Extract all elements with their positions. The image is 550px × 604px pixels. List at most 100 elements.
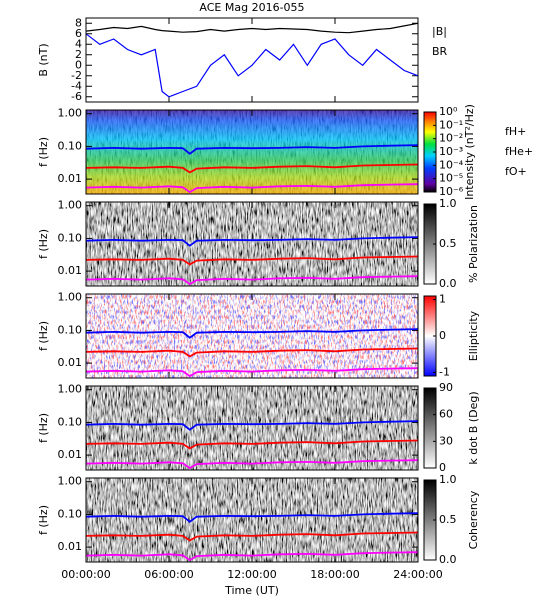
y-axis-label: B (nT): [37, 43, 50, 76]
series-line: [86, 33, 418, 98]
series-line: [86, 551, 418, 562]
y-axis-label: f (Hz): [37, 137, 50, 167]
colorbar-tick-label: 1.0: [439, 197, 457, 210]
colorbar-tick-label: 0.0: [439, 553, 457, 566]
colorbar-label: Intensity (nT²/Hz): [463, 104, 476, 200]
y-tick-label: 1.00: [58, 291, 83, 304]
y-tick-label: 0.01: [58, 540, 83, 553]
panel: 0.01 0.10 1.00 f (Hz) 0 30 60 90 k dot B (Deg): [37, 381, 480, 474]
y-tick-label: 0: [75, 58, 82, 71]
series-line: [86, 459, 418, 470]
y-tick-label: -6: [71, 90, 82, 103]
y-tick-label: 0.10: [58, 415, 83, 428]
x-tick-label: 12:00:00: [227, 568, 276, 581]
series-line: [86, 255, 418, 266]
x-axis-label: Time (UT): [224, 584, 279, 597]
legend-entry: |B|: [432, 25, 447, 38]
y-tick-label: 6: [75, 27, 82, 40]
series-line: [86, 183, 418, 194]
colorbar-tick-label: 1: [439, 293, 446, 306]
colorbar-tick-label: 1.0: [439, 473, 457, 486]
colorbar-tick-label: 0: [439, 461, 446, 474]
colorbar-tick-label: 10⁻²: [439, 132, 463, 145]
colorbar-tick-label: 0: [439, 329, 446, 342]
x-tick-label: 06:00:00: [144, 568, 193, 581]
y-tick-label: 1.00: [58, 199, 83, 212]
plot-frame: [85, 109, 419, 195]
y-axis-label: f (Hz): [37, 413, 50, 443]
panel: 0.01 0.10 1.00 f (Hz) -1 0 1 Ellipticity: [37, 291, 480, 379]
colorbar-tick-label: 0.5: [439, 237, 457, 250]
legend-entry: fHe+: [505, 145, 533, 158]
y-tick-label: 0.01: [58, 448, 83, 461]
colorbar-label: Coherency: [467, 490, 480, 549]
y-tick-label: 1.00: [58, 475, 83, 488]
colorbar-tick-label: 10⁻⁵: [439, 172, 463, 185]
series-line: [86, 236, 418, 247]
panel: 0.01 0.10 1.00 f (Hz) 0.0 0.5 1.0 Coherency 00:0…: [37, 473, 480, 597]
y-tick-label: 2: [75, 48, 82, 61]
spectrogram-noise-blue: [86, 294, 418, 378]
chart-title: ACE Mag 2016-055: [199, 1, 304, 14]
y-tick-label: 0.01: [58, 264, 83, 277]
colorbar-label: k dot B (Deg): [467, 391, 480, 464]
spectrogram-noise: [86, 478, 418, 562]
y-axis-label: f (Hz): [37, 229, 50, 259]
plot-frame: [85, 477, 419, 563]
plot-frame: [85, 293, 419, 379]
legend-entry: fO+: [505, 165, 527, 178]
x-tick-label: 00:00:00: [61, 568, 110, 581]
plot-frame: [85, 17, 419, 103]
y-tick-label: -2: [71, 69, 82, 82]
x-tick-label: 24:00:00: [393, 568, 442, 581]
colorbar-tick-label: 90: [439, 381, 453, 394]
colorbar-tick-label: 10⁻⁶: [439, 185, 464, 198]
y-tick-label: 0.01: [58, 356, 83, 369]
y-tick-label: 0.10: [58, 139, 83, 152]
x-tick-label: 18:00:00: [310, 568, 359, 581]
legend-entry: fH+: [505, 125, 526, 138]
colorbar: [423, 387, 437, 469]
spectrogram-noise: [86, 386, 418, 470]
colorbar-label: Ellipticity: [467, 310, 480, 361]
spectrogram-noise: [86, 202, 418, 286]
series-line: [86, 367, 418, 378]
y-tick-label: 1.00: [58, 107, 83, 120]
colorbar-tick-label: 10⁻³: [439, 145, 463, 158]
y-tick-label: 8: [75, 16, 82, 29]
y-tick-label: 1.00: [58, 383, 83, 396]
spectrogram-noise: [86, 110, 418, 194]
colorbar-tick-label: 60: [439, 408, 453, 421]
series-line: [86, 347, 418, 358]
colorbar-tick-label: 30: [439, 434, 453, 447]
colorbar-tick-label: 10⁰: [439, 105, 458, 118]
y-tick-label: 0.10: [58, 507, 83, 520]
colorbar-tick-label: 10⁻¹: [439, 118, 463, 131]
series-line: [86, 512, 418, 523]
legend-entry: BR: [432, 45, 448, 58]
panel: 0.010.101.00f (Hz)fH+fHe+fO+10⁰10⁻¹10⁻²1…: [37, 104, 533, 200]
plot-frame: [85, 201, 419, 287]
y-axis-label: f (Hz): [37, 505, 50, 535]
series-line: [86, 531, 418, 542]
colorbar-tick-label: -1: [439, 365, 450, 378]
y-tick-label: 0.10: [58, 323, 83, 336]
series-line: [86, 439, 418, 450]
colorbar-tick-label: 0.0: [439, 277, 457, 290]
y-tick-label: -4: [71, 79, 82, 92]
series-line: [86, 163, 418, 174]
y-axis-label: f (Hz): [37, 321, 50, 351]
series-line: [86, 420, 418, 431]
series-line: [86, 328, 418, 339]
colorbar-tick-label: 10⁻⁴: [439, 158, 464, 171]
y-tick-label: 4: [75, 37, 82, 50]
colorbar-label: % Polarization: [467, 205, 480, 283]
panel: 0.01 0.10 1.00 f (Hz) 0.0 0.5 1.0 % Polarizatio…: [37, 197, 480, 290]
series-line: [86, 22, 418, 34]
series-line: [86, 144, 418, 155]
y-tick-label: 0.10: [58, 231, 83, 244]
colorbar-tick-label: 0.5: [439, 513, 457, 526]
series-line: [86, 275, 418, 286]
